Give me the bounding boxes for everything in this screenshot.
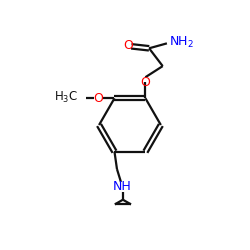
Text: O: O: [123, 39, 133, 52]
Text: H$_3$C: H$_3$C: [54, 90, 78, 105]
Text: NH$_2$: NH$_2$: [169, 35, 194, 51]
Text: O: O: [94, 92, 103, 105]
Text: O: O: [140, 76, 150, 89]
Text: NH: NH: [112, 180, 131, 193]
